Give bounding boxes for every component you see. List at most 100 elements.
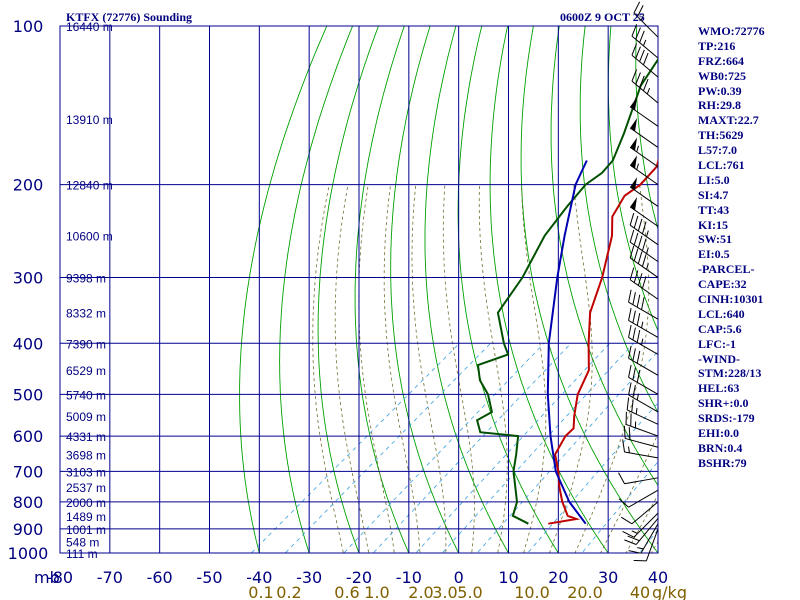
wind-barb	[629, 96, 659, 127]
index-item: EI:0.5	[698, 247, 730, 262]
wind-barb	[623, 425, 659, 448]
index-item: FRZ:664	[698, 53, 744, 68]
dry-adiabat-line	[424, 26, 510, 553]
height-label: 4331 m	[66, 430, 106, 444]
chart-timestamp: 0600Z 9 OCT 25	[560, 10, 645, 24]
pressure-tick-label: 200	[13, 176, 44, 195]
wind-barb	[629, 155, 659, 186]
height-label: 1001 m	[66, 523, 106, 537]
temperature-tick-label: 10	[498, 568, 518, 587]
temperature-tick-label: 20	[548, 568, 568, 587]
height-label: 111 m	[66, 547, 98, 561]
mixing-ratio-line	[415, 343, 610, 553]
moist-adiabat-line	[411, 184, 447, 553]
wind-barb	[629, 177, 659, 207]
dry-adiabat-line	[390, 26, 460, 553]
pressure-tick-label: 900	[13, 520, 44, 539]
mixing-ratio-line	[343, 343, 545, 553]
index-item: CAP:5.6	[698, 321, 742, 336]
mixing-ratio-label: 2.0	[408, 583, 433, 600]
index-item: RH:29.8	[698, 98, 741, 113]
index-item: SI:4.7	[698, 187, 729, 202]
wind-barb	[628, 324, 659, 355]
index-item: SRDS:-179	[698, 411, 755, 426]
index-item: CAPE:32	[698, 277, 747, 292]
moist-adiabat-line	[574, 184, 650, 553]
dry-adiabat-line	[279, 26, 354, 553]
parcel-profile-line	[546, 160, 588, 525]
height-label: 3698 m	[66, 448, 106, 462]
temperature-tick-label: 0	[454, 568, 464, 587]
temperature-tick-label: -20	[346, 568, 372, 587]
wind-barb	[631, 24, 659, 59]
temperature-tick-label: -40	[246, 568, 272, 587]
mixing-ratio-line	[250, 343, 460, 553]
wind-barb	[618, 489, 659, 508]
wind-barb	[628, 345, 659, 376]
pressure-tick-label: 1000	[8, 544, 49, 563]
pressure-tick-label: 500	[13, 385, 44, 404]
wind-barb	[622, 512, 659, 538]
index-item: SW:51	[698, 232, 733, 247]
moist-adiabat-line	[358, 184, 395, 553]
wind-barb	[628, 523, 659, 554]
wind-barb	[629, 137, 659, 168]
temperature-tick-label: -50	[196, 568, 222, 587]
mixing-ratio-line	[372, 343, 572, 553]
height-label: 548 m	[66, 535, 99, 549]
mixing-ratio-unit: g/kg	[652, 583, 687, 600]
index-item: HEL:63	[698, 381, 740, 396]
moist-adiabat-line	[334, 184, 370, 553]
moist-adiabat-line	[521, 184, 547, 553]
height-label: 5009 m	[66, 410, 106, 424]
mixing-ratio-label: 40	[630, 583, 650, 600]
wind-barb	[629, 229, 659, 263]
index-item: LI:5.0	[698, 172, 730, 187]
mixing-ratio-label: 0.1	[248, 583, 273, 600]
mixing-ratio-label: 20.0	[567, 583, 603, 600]
pressure-tick-label: 400	[13, 334, 44, 353]
dry-adiabat-line	[489, 26, 609, 553]
height-label: 7390 m	[66, 337, 106, 351]
index-item: L57:7.0	[698, 143, 737, 158]
index-item: KI:15	[698, 217, 728, 232]
dry-adiabat-line	[520, 26, 658, 553]
mixing-ratio-line	[527, 402, 658, 553]
wind-barb	[633, 528, 659, 562]
wind-barb	[628, 382, 659, 413]
wind-barb	[633, 1, 659, 38]
dry-adiabat-line	[550, 26, 658, 487]
pressure-tick-label: 100	[13, 17, 44, 36]
y-axis-label: mb	[34, 568, 60, 587]
index-item: STM:228/13	[698, 366, 762, 381]
height-label: 5740 m	[66, 388, 106, 402]
height-label: 1489 m	[66, 510, 106, 524]
height-label: 3103 m	[66, 465, 106, 479]
wind-barb	[631, 43, 659, 78]
wind-barb	[628, 364, 659, 395]
mixing-ratio-label: 10.0	[514, 583, 550, 600]
temperature-tick-label: -60	[147, 568, 173, 587]
moist-adiabat-line	[548, 184, 593, 553]
moist-adiabat-line	[383, 184, 421, 553]
moist-adiabat-line	[478, 184, 508, 553]
mixing-ratio-label: 3.0	[432, 583, 457, 600]
temperature-tick-label: -70	[97, 568, 123, 587]
mixing-ratio-label: 5.0	[457, 583, 482, 600]
height-label: 12840 m	[66, 179, 113, 193]
dry-adiabat-line	[239, 26, 328, 553]
indices-panel: WMO:72776 TP:216 FRZ:664 WB0:725 PW:0.39 RH:2…	[698, 24, 800, 471]
index-item: EHI:0.0	[698, 426, 740, 441]
index-item: MAXT:22.7	[698, 113, 759, 128]
index-item: -WIND-	[698, 351, 740, 366]
index-item: TT:43	[698, 202, 730, 217]
wind-barb	[624, 518, 659, 545]
height-label: 2537 m	[66, 481, 106, 495]
pressure-tick-label: 800	[13, 493, 44, 512]
dry-adiabat-line	[579, 26, 658, 414]
index-item: BSHR:79	[698, 455, 747, 470]
dewpoint-profile-line	[475, 57, 658, 525]
moist-adiabat-line	[312, 184, 344, 553]
index-item: TH:5629	[698, 128, 744, 143]
